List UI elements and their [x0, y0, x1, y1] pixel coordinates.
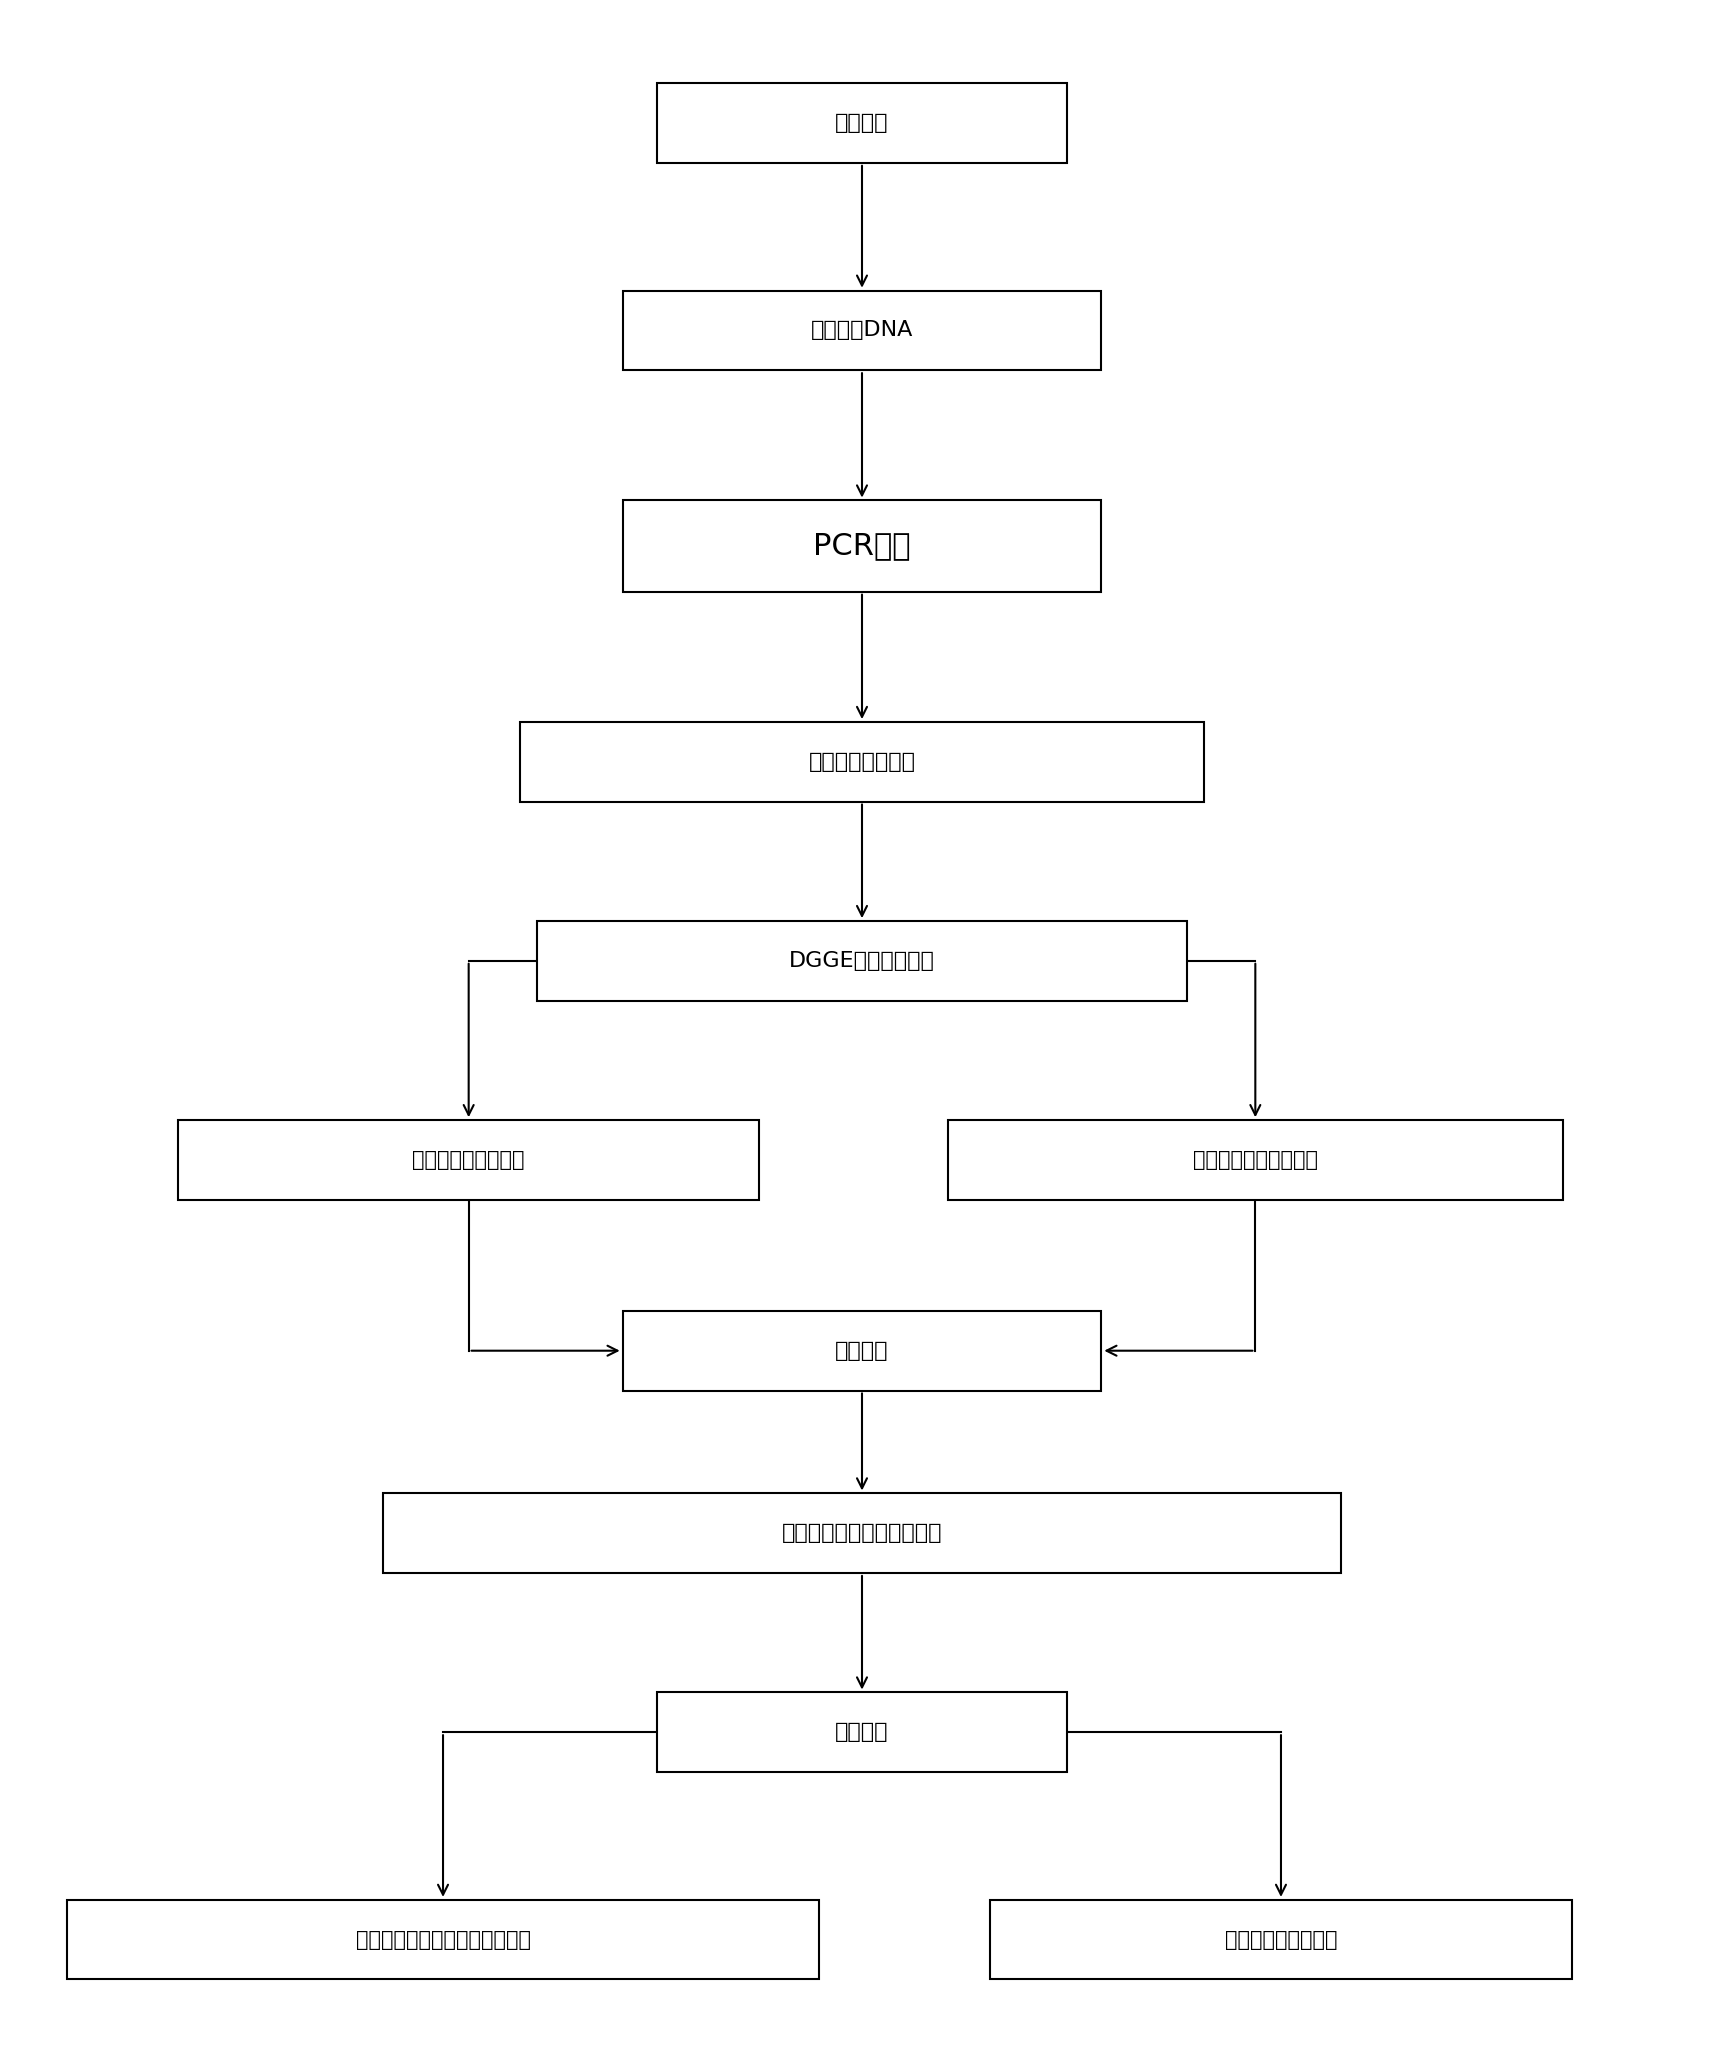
Text: 海绵共附生的优势细菌组成鉴定: 海绵共附生的优势细菌组成鉴定	[355, 1930, 531, 1949]
Text: 同源性比对与系统发育分析: 同源性比对与系统发育分析	[781, 1522, 942, 1543]
FancyBboxPatch shape	[177, 1120, 758, 1199]
FancyBboxPatch shape	[656, 83, 1067, 164]
Text: 海绵宿主特异菌鉴定: 海绵宿主特异菌鉴定	[1223, 1930, 1337, 1949]
Text: 基因组总DNA: 基因组总DNA	[810, 321, 913, 340]
Text: 不同海绵的特异性条带: 不同海绵的特异性条带	[1192, 1149, 1316, 1170]
Text: 克隆测序: 克隆测序	[834, 1340, 889, 1361]
Text: 一种海绵的所有条带: 一种海绵的所有条带	[412, 1149, 524, 1170]
FancyBboxPatch shape	[622, 290, 1101, 371]
FancyBboxPatch shape	[622, 1311, 1101, 1390]
Text: PCR扩增: PCR扩增	[813, 532, 910, 561]
FancyBboxPatch shape	[520, 723, 1203, 801]
FancyBboxPatch shape	[538, 922, 1185, 1000]
FancyBboxPatch shape	[948, 1120, 1563, 1199]
FancyBboxPatch shape	[67, 1899, 818, 1980]
FancyBboxPatch shape	[622, 501, 1101, 592]
Text: DGGE基因指纹图谱: DGGE基因指纹图谱	[789, 951, 934, 971]
FancyBboxPatch shape	[989, 1899, 1571, 1980]
FancyBboxPatch shape	[656, 1692, 1067, 1773]
Text: 海绵样品: 海绵样品	[834, 114, 889, 133]
FancyBboxPatch shape	[383, 1493, 1340, 1574]
Text: 变性梯度凝胶电泳: 变性梯度凝胶电泳	[808, 752, 915, 772]
Text: 分子鉴定: 分子鉴定	[834, 1723, 889, 1742]
